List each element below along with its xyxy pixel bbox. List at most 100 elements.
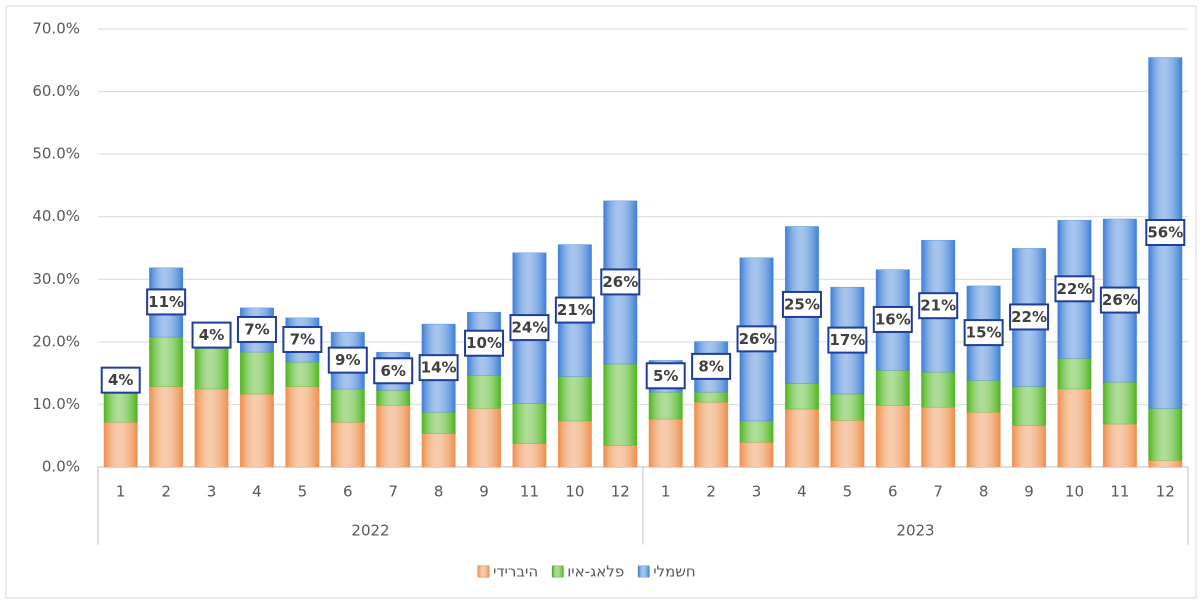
value-label: 25% xyxy=(784,295,820,313)
legend-swatch-sheen xyxy=(552,566,564,577)
bar-sheen xyxy=(558,420,592,467)
bar-sheen xyxy=(694,391,728,402)
value-label: 4% xyxy=(108,371,133,389)
bar-segment xyxy=(875,404,910,468)
bar-segment xyxy=(149,385,184,468)
value-label: 21% xyxy=(557,301,593,319)
value-label: 15% xyxy=(966,324,1002,342)
value-label: 8% xyxy=(698,357,723,375)
bar-sheen xyxy=(240,393,274,467)
bar-segment xyxy=(512,402,547,444)
y-tick-label: 0.0% xyxy=(42,458,80,476)
bar-sheen xyxy=(740,420,774,442)
value-label: 5% xyxy=(653,367,678,385)
bar-segment xyxy=(603,444,638,468)
bar-sheen xyxy=(603,445,637,467)
bar-sheen xyxy=(967,411,1001,467)
value-label-box xyxy=(146,288,187,316)
bar-sheen xyxy=(876,405,910,467)
x-tick-label: 11 xyxy=(1110,483,1129,501)
bar-segment xyxy=(376,389,411,406)
bar-sheen xyxy=(1012,386,1046,426)
bar-segment xyxy=(149,336,184,387)
value-label-box xyxy=(327,346,368,374)
bar-sheen xyxy=(1057,358,1091,389)
bar-segment xyxy=(739,441,774,468)
bar-segment xyxy=(1148,459,1183,468)
value-label-box xyxy=(963,319,1004,347)
value-label-box xyxy=(872,305,913,333)
x-tick-label: 11 xyxy=(520,483,539,501)
bar-segment xyxy=(557,420,592,468)
value-label-box xyxy=(464,329,505,357)
legend-label: פלאג-איו xyxy=(567,563,624,581)
legend-label: היברידי xyxy=(493,563,538,581)
x-tick-label: 7 xyxy=(388,483,398,501)
x-tick-label: 4 xyxy=(252,483,262,501)
bar-segment xyxy=(330,388,365,423)
bar-segment xyxy=(1057,388,1092,468)
bar-segment xyxy=(421,432,456,468)
value-label: 22% xyxy=(1011,308,1047,326)
bar-sheen xyxy=(603,363,637,446)
x-tick-label: 2 xyxy=(161,483,171,501)
value-label-box xyxy=(418,354,459,382)
y-tick-label: 40.0% xyxy=(32,207,80,225)
value-label: 11% xyxy=(148,293,184,311)
bar-segment xyxy=(239,393,274,468)
value-label: 10% xyxy=(466,334,502,352)
legend-item: פלאג-איו xyxy=(551,563,624,581)
bar-segment xyxy=(512,442,547,468)
value-label-box xyxy=(1099,286,1140,314)
legend-item: חשמלי xyxy=(637,563,696,581)
bar-segment xyxy=(739,420,774,443)
bar-segment xyxy=(376,404,411,468)
bar-sheen xyxy=(921,371,955,407)
bar-segment xyxy=(921,371,956,408)
bar-sheen xyxy=(830,393,864,421)
bar-sheen xyxy=(649,418,683,467)
bar-sheen xyxy=(149,386,183,467)
legend-item: היברידי xyxy=(477,563,538,581)
legend-swatch-sheen xyxy=(638,566,650,577)
bar-sheen xyxy=(1057,388,1091,467)
bar-sheen xyxy=(967,380,1001,412)
x-tick-label: 8 xyxy=(434,483,444,501)
bar-segment xyxy=(1102,381,1137,425)
bar-sheen xyxy=(512,403,546,444)
x-tick-label: 9 xyxy=(1024,483,1034,501)
value-label: 26% xyxy=(1102,291,1138,309)
value-label: 6% xyxy=(380,362,405,380)
value-label: 26% xyxy=(739,330,775,348)
bar-sheen xyxy=(195,348,229,389)
group-label: 2023 xyxy=(896,522,934,540)
bar-sheen xyxy=(512,443,546,467)
x-tick-label: 3 xyxy=(207,483,217,501)
bar-segment xyxy=(830,419,865,468)
y-tick-label: 50.0% xyxy=(32,145,80,163)
y-tick-label: 10.0% xyxy=(32,395,80,413)
x-tick-label: 2 xyxy=(706,483,716,501)
bar-segment xyxy=(921,406,956,468)
bar-segment xyxy=(830,393,865,421)
bar-sheen xyxy=(240,351,274,394)
x-tick-label: 10 xyxy=(565,483,584,501)
value-label-box xyxy=(236,315,277,343)
bar-segment xyxy=(966,379,1001,413)
bar-segment xyxy=(875,369,910,406)
bar-sheen xyxy=(467,408,501,467)
bar-segment xyxy=(784,408,819,468)
bar-sheen xyxy=(376,390,410,406)
value-label: 7% xyxy=(244,320,269,338)
bar-sheen xyxy=(876,370,910,406)
bar-segment xyxy=(1057,357,1092,390)
bar-segment xyxy=(1012,385,1047,426)
group-label: 2022 xyxy=(351,522,389,540)
x-tick-label: 10 xyxy=(1065,483,1084,501)
bar-sheen xyxy=(104,393,138,422)
bar-sheen xyxy=(830,420,864,467)
value-label-box xyxy=(1145,218,1186,246)
bar-sheen xyxy=(785,383,819,409)
y-tick-label: 60.0% xyxy=(32,82,80,100)
y-tick-label: 30.0% xyxy=(32,270,80,288)
